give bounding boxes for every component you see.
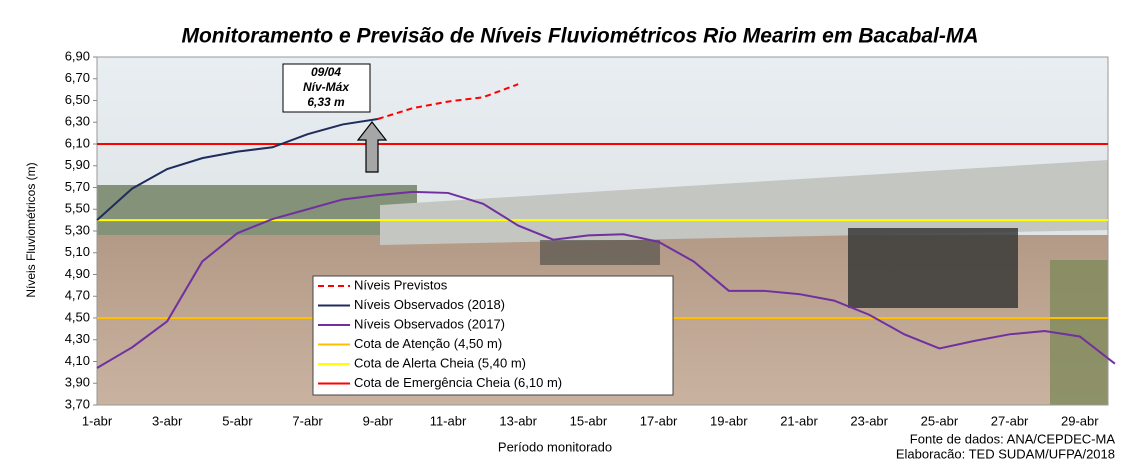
legend-label: Níveis Previstos [354, 277, 448, 292]
legend-label: Níveis Observados (2017) [354, 316, 505, 331]
y-tick-label: 5,50 [65, 201, 90, 216]
x-tick-label: 15-abr [570, 413, 608, 428]
x-tick-label: 9-abr [363, 413, 394, 428]
y-tick-label: 4,70 [65, 288, 90, 303]
x-tick-label: 29-abr [1061, 413, 1099, 428]
x-tick-label: 7-abr [292, 413, 323, 428]
series-line [377, 83, 519, 120]
series-line [96, 117, 378, 221]
x-tick-label: 23-abr [850, 413, 888, 428]
legend: Níveis Previstos Níveis Observados (2018)… [312, 275, 674, 396]
y-tick-label: 5,10 [65, 244, 90, 259]
y-tick-label: 5,30 [65, 222, 90, 237]
y-tick-label: 4,90 [65, 266, 90, 281]
annotation: 09/04 Nív-Máx 6,33 m [282, 63, 388, 173]
y-tick-label: 6,50 [65, 92, 90, 107]
y-tick-label: 6,90 [65, 48, 90, 63]
chart-title: Monitoramento e Previsão de Níveis Fluvi… [181, 25, 978, 48]
x-axis-title: Período monitorado [498, 439, 612, 454]
y-tick-label: 6,70 [65, 70, 90, 85]
legend-label: Cota de Atenção (4,50 m) [354, 336, 502, 351]
legend-label: Cota de Alerta Cheia (5,40 m) [354, 355, 526, 370]
source-text: Fonte de dados: ANA/CEPDEC-MA [910, 431, 1116, 446]
source-text: Elaboração: TED SUDAM/UFPA/2018 [896, 446, 1115, 459]
x-tick-label: 5-abr [222, 413, 253, 428]
y-tick-label: 4,30 [65, 331, 90, 346]
x-tick-label: 27-abr [991, 413, 1029, 428]
x-tick-label: 25-abr [921, 413, 959, 428]
x-tick-label: 17-abr [640, 413, 678, 428]
y-tick-label: 6,10 [65, 135, 90, 150]
y-tick-label: 3,70 [65, 396, 90, 411]
y-tick-label: 4,10 [65, 353, 90, 368]
series-line [96, 190, 1116, 369]
y-tick-label: 4,50 [65, 309, 90, 324]
legend-label: Cota de Emergência Cheia (6,10 m) [354, 375, 562, 390]
x-tick-label: 1-abr [82, 413, 113, 428]
x-tick-label: 21-abr [780, 413, 818, 428]
annotation-text: 6,33 m [307, 95, 345, 109]
annotation-text: Nív-Máx [303, 80, 350, 94]
y-tick-label: 5,90 [65, 157, 90, 172]
y-tick-label: 5,70 [65, 179, 90, 194]
x-tick-label: 13-abr [499, 413, 537, 428]
legend-label: Níveis Observados (2018) [354, 297, 505, 312]
x-tick-label: 3-abr [152, 413, 183, 428]
y-tick-label: 3,90 [65, 375, 90, 390]
x-tick-label: 11-abr [430, 413, 467, 428]
y-tick-label: 6,30 [65, 114, 90, 129]
background-photo [97, 57, 1108, 405]
x-tick-label: 19-abr [710, 413, 748, 428]
y-axis-title: Níveis Fluviométricos (m) [24, 162, 38, 297]
annotation-text: 09/04 [311, 65, 341, 79]
